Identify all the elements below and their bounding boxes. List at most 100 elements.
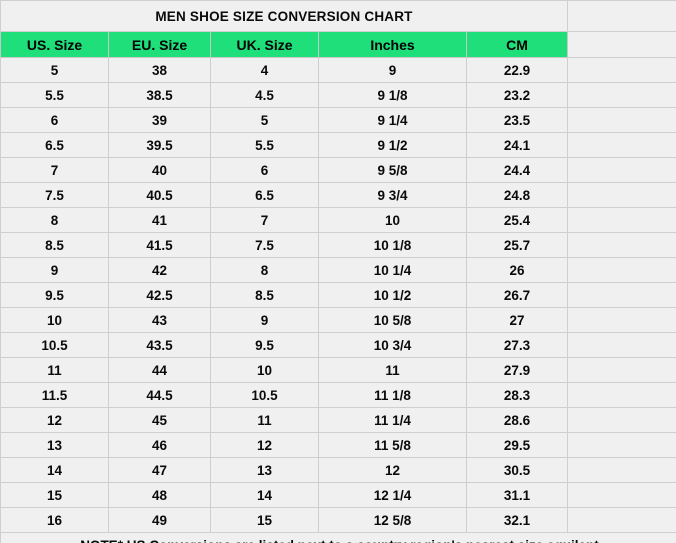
cell-uk-size[interactable]: 15 — [210, 507, 319, 533]
cell-us-size[interactable]: 10 — [0, 307, 109, 333]
cell-cm[interactable]: 29.5 — [466, 432, 568, 458]
cell-spacer[interactable] — [567, 382, 676, 408]
cell-spacer[interactable] — [567, 232, 676, 258]
cell-us-size[interactable]: 11.5 — [0, 382, 109, 408]
cell-eu-size[interactable]: 44.5 — [108, 382, 211, 408]
column-header-eu-size[interactable]: EU. Size — [108, 31, 211, 58]
cell-eu-size[interactable]: 39 — [108, 107, 211, 133]
cell-cm[interactable]: 30.5 — [466, 457, 568, 483]
cell-eu-size[interactable]: 43.5 — [108, 332, 211, 358]
cell-uk-size[interactable]: 13 — [210, 457, 319, 483]
cell-cm[interactable]: 27 — [466, 307, 568, 333]
cell-inches[interactable]: 12 1/4 — [318, 482, 467, 508]
cell-uk-size[interactable]: 6 — [210, 157, 319, 183]
cell-us-size[interactable]: 10.5 — [0, 332, 109, 358]
cell-spacer[interactable] — [567, 332, 676, 358]
cell-uk-size[interactable]: 10.5 — [210, 382, 319, 408]
cell-us-size[interactable]: 6.5 — [0, 132, 109, 158]
cell-uk-size[interactable]: 7.5 — [210, 232, 319, 258]
cell-uk-size[interactable]: 8 — [210, 257, 319, 283]
cell-us-size[interactable]: 12 — [0, 407, 109, 433]
cell-us-size[interactable]: 9.5 — [0, 282, 109, 308]
cell-inches[interactable]: 9 1/8 — [318, 82, 467, 108]
cell-inches[interactable]: 10 5/8 — [318, 307, 467, 333]
cell-inches[interactable]: 10 1/8 — [318, 232, 467, 258]
cell-uk-size[interactable]: 8.5 — [210, 282, 319, 308]
cell-us-size[interactable]: 15 — [0, 482, 109, 508]
cell-us-size[interactable]: 6 — [0, 107, 109, 133]
cell-inches[interactable]: 12 — [318, 457, 467, 483]
cell-cm[interactable]: 31.1 — [466, 482, 568, 508]
cell-inches[interactable]: 10 — [318, 207, 467, 233]
cell-us-size[interactable]: 7 — [0, 157, 109, 183]
header-row-spacer-cell[interactable] — [567, 31, 676, 58]
cell-cm[interactable]: 25.4 — [466, 207, 568, 233]
cell-us-size[interactable]: 9 — [0, 257, 109, 283]
cell-cm[interactable]: 25.7 — [466, 232, 568, 258]
cell-cm[interactable]: 24.4 — [466, 157, 568, 183]
cell-spacer[interactable] — [567, 282, 676, 308]
cell-inches[interactable]: 9 5/8 — [318, 157, 467, 183]
cell-us-size[interactable]: 7.5 — [0, 182, 109, 208]
cell-uk-size[interactable]: 4 — [210, 57, 319, 83]
cell-cm[interactable]: 27.3 — [466, 332, 568, 358]
cell-spacer[interactable] — [567, 107, 676, 133]
cell-us-size[interactable]: 8 — [0, 207, 109, 233]
cell-spacer[interactable] — [567, 207, 676, 233]
cell-cm[interactable]: 23.2 — [466, 82, 568, 108]
cell-eu-size[interactable]: 46 — [108, 432, 211, 458]
cell-eu-size[interactable]: 42.5 — [108, 282, 211, 308]
cell-eu-size[interactable]: 43 — [108, 307, 211, 333]
cell-spacer[interactable] — [567, 82, 676, 108]
cell-spacer[interactable] — [567, 307, 676, 333]
cell-uk-size[interactable]: 10 — [210, 357, 319, 383]
column-header-inches[interactable]: Inches — [318, 31, 467, 58]
cell-eu-size[interactable]: 42 — [108, 257, 211, 283]
cell-uk-size[interactable]: 12 — [210, 432, 319, 458]
cell-us-size[interactable]: 8.5 — [0, 232, 109, 258]
cell-eu-size[interactable]: 44 — [108, 357, 211, 383]
cell-eu-size[interactable]: 48 — [108, 482, 211, 508]
cell-eu-size[interactable]: 49 — [108, 507, 211, 533]
cell-inches[interactable]: 11 1/8 — [318, 382, 467, 408]
cell-uk-size[interactable]: 7 — [210, 207, 319, 233]
cell-us-size[interactable]: 16 — [0, 507, 109, 533]
cell-cm[interactable]: 32.1 — [466, 507, 568, 533]
cell-inches[interactable]: 11 — [318, 357, 467, 383]
cell-us-size[interactable]: 13 — [0, 432, 109, 458]
cell-spacer[interactable] — [567, 57, 676, 83]
cell-inches[interactable]: 9 1/4 — [318, 107, 467, 133]
cell-us-size[interactable]: 5.5 — [0, 82, 109, 108]
cell-eu-size[interactable]: 38 — [108, 57, 211, 83]
cell-uk-size[interactable]: 9 — [210, 307, 319, 333]
cell-inches[interactable]: 9 1/2 — [318, 132, 467, 158]
cell-inches[interactable]: 10 3/4 — [318, 332, 467, 358]
cell-eu-size[interactable]: 39.5 — [108, 132, 211, 158]
cell-cm[interactable]: 27.9 — [466, 357, 568, 383]
cell-spacer[interactable] — [567, 257, 676, 283]
cell-inches[interactable]: 12 5/8 — [318, 507, 467, 533]
cell-eu-size[interactable]: 41 — [108, 207, 211, 233]
column-header-us-size[interactable]: US. Size — [0, 31, 109, 58]
cell-uk-size[interactable]: 5.5 — [210, 132, 319, 158]
cell-spacer[interactable] — [567, 357, 676, 383]
cell-eu-size[interactable]: 40.5 — [108, 182, 211, 208]
cell-spacer[interactable] — [567, 132, 676, 158]
cell-inches[interactable]: 10 1/2 — [318, 282, 467, 308]
cell-uk-size[interactable]: 11 — [210, 407, 319, 433]
cell-us-size[interactable]: 11 — [0, 357, 109, 383]
cell-spacer[interactable] — [567, 407, 676, 433]
cell-eu-size[interactable]: 47 — [108, 457, 211, 483]
cell-eu-size[interactable]: 45 — [108, 407, 211, 433]
cell-uk-size[interactable]: 6.5 — [210, 182, 319, 208]
cell-eu-size[interactable]: 41.5 — [108, 232, 211, 258]
cell-cm[interactable]: 26 — [466, 257, 568, 283]
cell-inches[interactable]: 10 1/4 — [318, 257, 467, 283]
cell-eu-size[interactable]: 38.5 — [108, 82, 211, 108]
cell-cm[interactable]: 22.9 — [466, 57, 568, 83]
cell-spacer[interactable] — [567, 432, 676, 458]
cell-inches[interactable]: 9 3/4 — [318, 182, 467, 208]
cell-uk-size[interactable]: 4.5 — [210, 82, 319, 108]
cell-cm[interactable]: 26.7 — [466, 282, 568, 308]
cell-spacer[interactable] — [567, 482, 676, 508]
